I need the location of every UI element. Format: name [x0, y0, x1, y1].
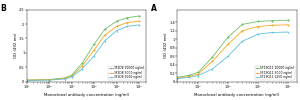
5F19G11 1250 ng/ml — [226, 56, 230, 57]
3F2D8 10000 ng/ml — [115, 20, 119, 22]
X-axis label: Monoclonal antibody concentration (ng/ml): Monoclonal antibody concentration (ng/ml… — [194, 92, 280, 96]
5F19G11 5000 ng/ml — [188, 76, 191, 77]
5F19G11 5000 ng/ml — [196, 73, 200, 74]
3F2D8 5000 ng/ml — [115, 26, 119, 27]
5F19G11 5000 ng/ml — [256, 26, 260, 27]
3F2D8 5000 ng/ml — [125, 22, 129, 23]
Line: 5F19G11 10000 ng/ml: 5F19G11 10000 ng/ml — [177, 20, 288, 78]
5F19G11 5000 ng/ml — [226, 44, 230, 45]
5F19G11 10000 ng/ml — [196, 72, 200, 73]
3F2D8 2500 ng/ml — [63, 78, 67, 80]
3F2D8 2500 ng/ml — [125, 26, 129, 27]
5F19G11 10000 ng/ml — [211, 56, 214, 58]
5F19G11 1250 ng/ml — [270, 32, 274, 33]
5F19G11 10000 ng/ml — [176, 77, 179, 78]
3F2D8 2500 ng/ml — [137, 24, 141, 26]
3F2D8 10000 ng/ml — [103, 29, 107, 30]
Y-axis label: OD (492 nm): OD (492 nm) — [14, 33, 18, 58]
5F19G11 10000 ng/ml — [270, 20, 274, 21]
5F19G11 1250 ng/ml — [211, 68, 214, 70]
Line: 3F2D8 5000 ng/ml: 3F2D8 5000 ng/ml — [26, 20, 140, 81]
Line: 3F2D8 2500 ng/ml: 3F2D8 2500 ng/ml — [26, 24, 140, 81]
3F2D8 10000 ng/ml — [63, 77, 67, 78]
5F19G11 1250 ng/ml — [286, 32, 290, 33]
5F19G11 5000 ng/ml — [240, 30, 244, 31]
Line: 5F19G11 1250 ng/ml: 5F19G11 1250 ng/ml — [177, 31, 288, 79]
3F2D8 5000 ng/ml — [137, 20, 141, 22]
Text: B: B — [1, 4, 6, 13]
5F19G11 5000 ng/ml — [286, 24, 290, 26]
5F19G11 5000 ng/ml — [211, 61, 214, 62]
5F19G11 1250 ng/ml — [196, 75, 200, 76]
3F2D8 5000 ng/ml — [25, 80, 28, 81]
Text: A: A — [151, 4, 157, 13]
5F19G11 5000 ng/ml — [270, 25, 274, 26]
5F19G11 10000 ng/ml — [226, 36, 230, 38]
Line: 3F2D8 10000 ng/ml: 3F2D8 10000 ng/ml — [26, 15, 140, 81]
5F19G11 10000 ng/ml — [188, 75, 191, 76]
3F2D8 10000 ng/ml — [137, 15, 141, 17]
3F2D8 10000 ng/ml — [125, 17, 129, 18]
3F2D8 2500 ng/ml — [47, 80, 51, 81]
3F2D8 10000 ng/ml — [25, 80, 28, 81]
3F2D8 5000 ng/ml — [81, 65, 84, 66]
5F19G11 5000 ng/ml — [176, 78, 179, 79]
3F2D8 2500 ng/ml — [25, 80, 28, 81]
3F2D8 5000 ng/ml — [70, 76, 74, 77]
X-axis label: Monoclonal antibody concentration (ng/ml): Monoclonal antibody concentration (ng/ml… — [44, 92, 129, 96]
Legend: 5F19G11 10000 ng/ml, 5F19G11 5000 ng/ml, 5F19G11 1250 ng/ml: 5F19G11 10000 ng/ml, 5F19G11 5000 ng/ml,… — [255, 66, 295, 80]
3F2D8 5000 ng/ml — [92, 49, 96, 50]
5F19G11 10000 ng/ml — [240, 24, 244, 25]
5F19G11 1250 ng/ml — [188, 77, 191, 78]
Legend: 3F2D8 10000 ng/ml, 3F2D8 5000 ng/ml, 3F2D8 2500 ng/ml: 3F2D8 10000 ng/ml, 3F2D8 5000 ng/ml, 3F2… — [108, 66, 144, 80]
5F19G11 1250 ng/ml — [256, 34, 260, 35]
3F2D8 2500 ng/ml — [81, 68, 84, 69]
5F19G11 1250 ng/ml — [176, 78, 179, 79]
3F2D8 2500 ng/ml — [92, 55, 96, 56]
3F2D8 5000 ng/ml — [47, 79, 51, 80]
3F2D8 5000 ng/ml — [63, 78, 67, 79]
Line: 5F19G11 5000 ng/ml: 5F19G11 5000 ng/ml — [177, 24, 288, 79]
3F2D8 10000 ng/ml — [92, 44, 96, 45]
5F19G11 10000 ng/ml — [256, 21, 260, 22]
3F2D8 5000 ng/ml — [103, 34, 107, 36]
3F2D8 2500 ng/ml — [103, 40, 107, 41]
3F2D8 10000 ng/ml — [81, 62, 84, 64]
5F19G11 10000 ng/ml — [286, 20, 290, 21]
5F19G11 1250 ng/ml — [240, 41, 244, 42]
3F2D8 10000 ng/ml — [47, 79, 51, 80]
3F2D8 2500 ng/ml — [115, 30, 119, 31]
3F2D8 2500 ng/ml — [70, 76, 74, 78]
Y-axis label: OD (492 nm): OD (492 nm) — [164, 33, 168, 58]
3F2D8 10000 ng/ml — [70, 75, 74, 76]
